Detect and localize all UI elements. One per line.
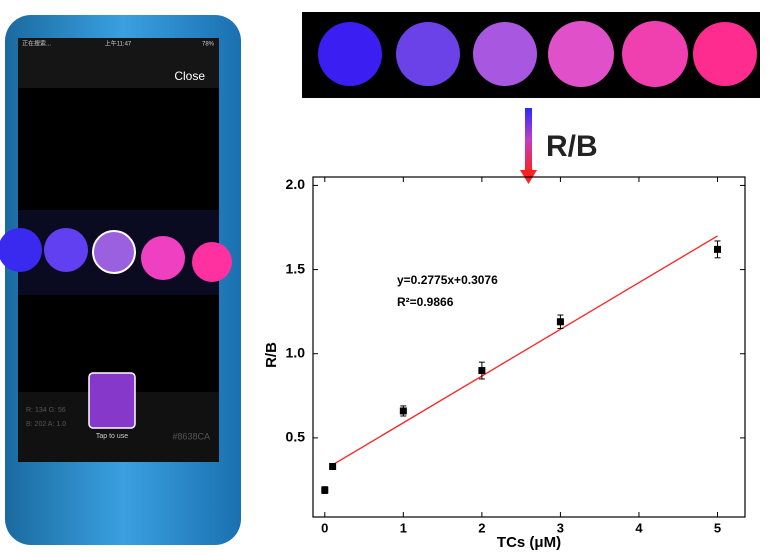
- tap-text[interactable]: Tap to use: [96, 433, 128, 440]
- point: [400, 407, 407, 414]
- spot: [192, 242, 232, 282]
- figure: 正在搜索... 上午11:47 78% Close R: 134 G: 56 B…: [0, 0, 769, 551]
- fit-line: [333, 236, 718, 465]
- spot-selected[interactable]: [93, 231, 135, 273]
- point: [478, 367, 485, 374]
- y-tick-label: 1.0: [286, 344, 306, 360]
- x-tick-label: 4: [635, 520, 643, 535]
- status-battery: 78%: [202, 42, 215, 48]
- close-button[interactable]: Close: [174, 69, 205, 83]
- status-text: 正在搜索...: [22, 40, 51, 48]
- status-time: 上午11:47: [105, 40, 132, 48]
- y-tick-label: 2.0: [286, 176, 306, 192]
- arrow-shaft: [525, 108, 532, 172]
- spot: [693, 22, 757, 86]
- point: [329, 463, 336, 470]
- rgb-text: R: 134 G: 56: [26, 407, 66, 414]
- spot: [141, 236, 185, 280]
- color-swatch[interactable]: [89, 373, 135, 428]
- x-tick-label: 0: [321, 520, 328, 535]
- x-axis-title: TCs (μM): [497, 534, 561, 551]
- y-axis-title: R/B: [263, 342, 280, 368]
- annotation: R²=0.9866: [397, 295, 454, 309]
- spot: [396, 22, 460, 86]
- point: [714, 246, 721, 253]
- spot: [44, 228, 88, 272]
- hex-text: #8638CA: [172, 431, 210, 441]
- point: [321, 487, 328, 494]
- x-tick-label: 5: [714, 520, 721, 535]
- spot: [318, 22, 382, 86]
- x-tick-label: 2: [478, 520, 485, 535]
- x-tick-label: 3: [557, 520, 564, 535]
- phone: 正在搜索... 上午11:47 78% Close R: 134 G: 56 B…: [0, 15, 241, 545]
- spot: [548, 21, 614, 87]
- spot: [622, 21, 688, 87]
- arrow-label: R/B: [546, 130, 598, 163]
- rgb-text: B: 202 A: 1.0: [26, 421, 66, 428]
- spot: [0, 228, 42, 272]
- y-tick-label: 1.5: [286, 260, 306, 276]
- plot-frame: [313, 177, 745, 517]
- x-tick-label: 1: [400, 520, 407, 535]
- y-tick-label: 0.5: [286, 429, 306, 445]
- color-strip: [302, 12, 760, 98]
- annotation: y=0.2775x+0.3076: [397, 273, 498, 287]
- point: [557, 318, 564, 325]
- spot: [473, 22, 537, 86]
